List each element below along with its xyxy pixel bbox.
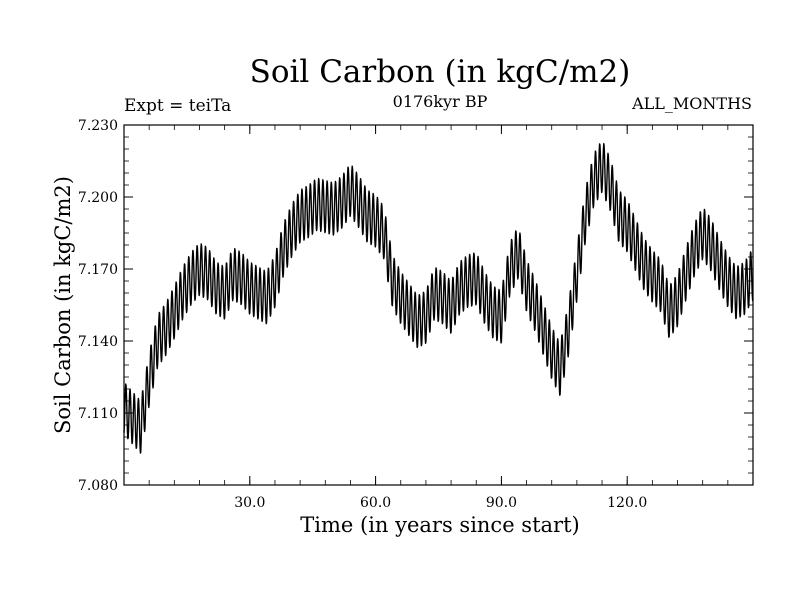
- x-tick-label: 30.0: [234, 495, 265, 511]
- x-tick-label: 60.0: [360, 495, 391, 511]
- experiment-label: Expt = teiTa: [124, 96, 232, 116]
- soil-carbon-series-line: [123, 143, 754, 454]
- y-tick-label: 7.110: [78, 406, 118, 422]
- chart-subtitle: 0176kyr BP: [392, 92, 488, 111]
- y-tick-label: 7.140: [78, 334, 118, 350]
- y-tick-label: 7.200: [78, 190, 118, 206]
- chart-title: Soil Carbon (in kgC/m2): [249, 54, 631, 90]
- y-tick-label: 7.230: [78, 118, 118, 134]
- plot-frame: [123, 124, 754, 486]
- x-tick-label: 120.0: [607, 495, 647, 511]
- y-tick-label: 7.170: [78, 262, 118, 278]
- x-tick-label: 90.0: [486, 495, 517, 511]
- y-tick-label: 7.080: [78, 478, 118, 494]
- x-axis-label: Time (in years since start): [300, 513, 580, 537]
- period-label: ALL_MONTHS: [632, 94, 752, 113]
